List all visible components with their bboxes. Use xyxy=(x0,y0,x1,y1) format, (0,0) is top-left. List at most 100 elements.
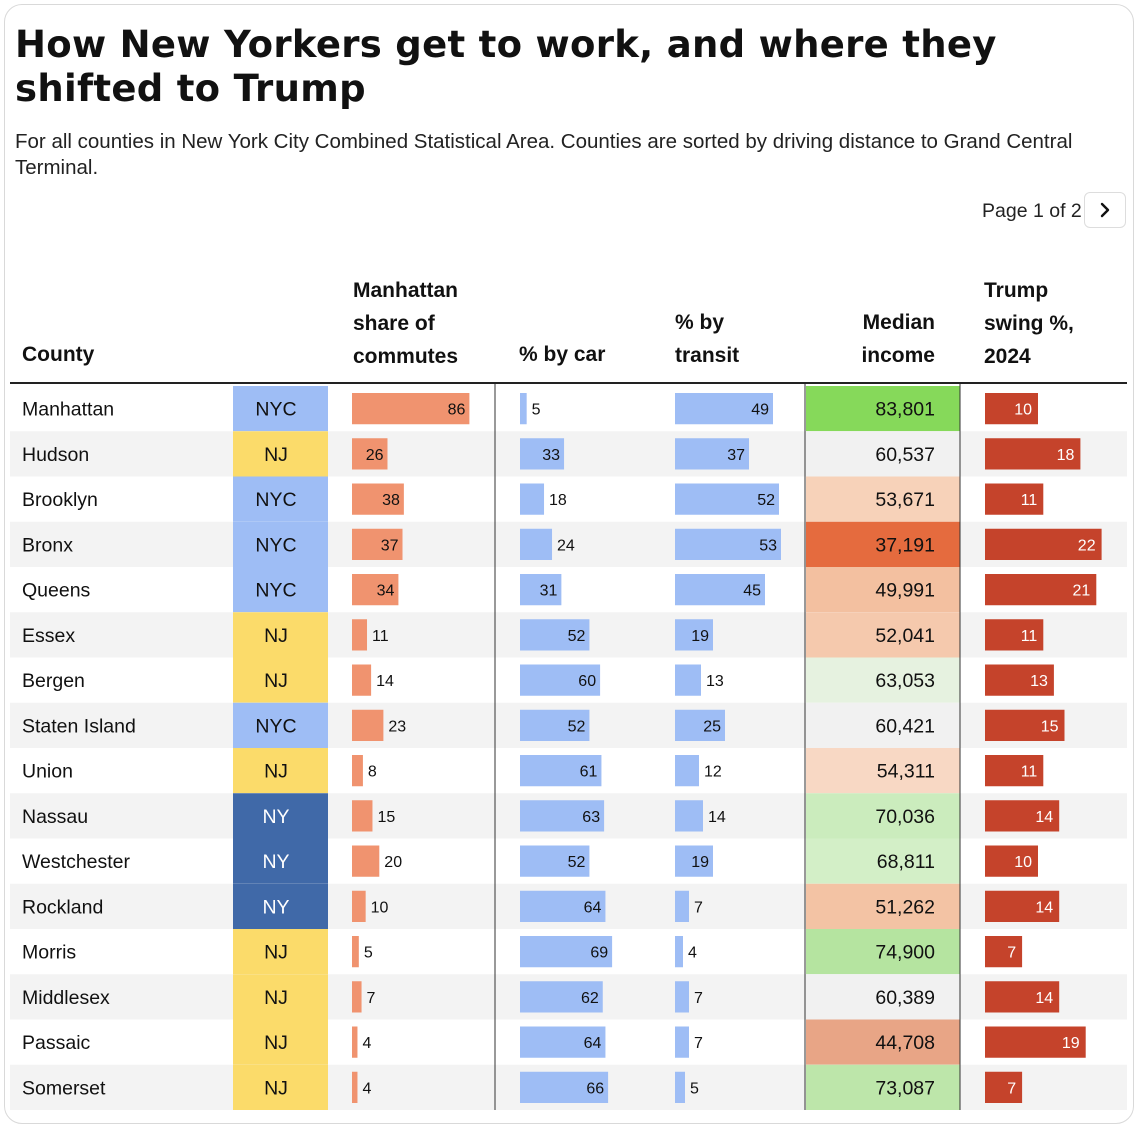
next-page-button[interactable] xyxy=(1084,192,1126,228)
income-cell xyxy=(806,431,960,477)
county-label: Hudson xyxy=(22,444,89,466)
manhattan-bar xyxy=(352,438,388,470)
swing-value-label: 19 xyxy=(1062,1035,1080,1052)
income-cell xyxy=(806,386,960,432)
income-value: 54,311 xyxy=(877,761,935,783)
transit-bar xyxy=(675,664,701,696)
transit-bar xyxy=(675,890,689,922)
transit-value-label: 7 xyxy=(694,899,703,916)
group-label: NYC xyxy=(255,489,296,511)
transit-bar xyxy=(675,845,713,877)
transit-value-label: 53 xyxy=(759,537,777,554)
manhattan-bar xyxy=(352,1026,358,1058)
car-bar xyxy=(520,709,590,741)
group-label: NY xyxy=(262,806,289,828)
swing-bar xyxy=(985,664,1054,696)
group-label: NJ xyxy=(264,1032,288,1054)
swing-bar xyxy=(985,619,1044,651)
manhattan-bar xyxy=(352,528,403,560)
swing-value-label: 21 xyxy=(1073,583,1091,600)
car-bar xyxy=(520,890,606,922)
swing-bar xyxy=(985,393,1038,425)
car-bar xyxy=(520,981,603,1013)
manhattan-bar xyxy=(352,664,372,696)
transit-value-label: 7 xyxy=(694,1035,703,1052)
manhattan-value-label: 34 xyxy=(377,583,395,600)
chart-subtitle: For all counties in New York City Combin… xyxy=(15,130,1073,179)
group-label: NJ xyxy=(264,444,288,466)
group-cell xyxy=(233,521,328,567)
group-cell xyxy=(233,386,328,432)
income-value: 44,708 xyxy=(875,1032,935,1054)
transit-value-label: 19 xyxy=(691,628,709,645)
group-cell xyxy=(233,974,328,1020)
income-value: 83,801 xyxy=(875,399,935,421)
manhattan-bar xyxy=(352,709,384,741)
income-cell xyxy=(806,974,960,1020)
group-label: NJ xyxy=(264,761,288,783)
income-cell xyxy=(806,1064,960,1110)
manhattan-value-label: 38 xyxy=(382,492,400,509)
swing-bar xyxy=(985,438,1081,470)
transit-bar xyxy=(675,528,781,560)
car-bar xyxy=(520,1071,609,1103)
income-value: 52,041 xyxy=(875,625,935,647)
car-bar xyxy=(520,574,562,606)
group-cell xyxy=(233,748,328,794)
transit-bar xyxy=(675,800,703,832)
manhattan-bar xyxy=(352,936,359,968)
swing-bar xyxy=(985,981,1060,1013)
car-bar xyxy=(520,483,545,515)
swing-bar xyxy=(985,528,1102,560)
group-cell xyxy=(233,476,328,522)
income-value: 74,900 xyxy=(875,942,935,964)
transit-value-label: 5 xyxy=(690,1080,699,1097)
manhattan-value-label: 23 xyxy=(388,718,406,735)
transit-bar xyxy=(675,574,765,606)
manhattan-value-label: 8 xyxy=(368,764,377,781)
car-value-label: 24 xyxy=(557,537,575,554)
income-value: 63,053 xyxy=(875,670,935,692)
swing-value-label: 18 xyxy=(1057,447,1075,464)
car-value-label: 63 xyxy=(582,809,600,826)
car-bar xyxy=(520,528,553,560)
car-value-label: 5 xyxy=(532,402,541,419)
car-bar xyxy=(520,438,565,470)
manhattan-value-label: 10 xyxy=(371,899,389,916)
transit-bar xyxy=(675,483,779,515)
car-bar xyxy=(520,393,527,425)
income-value: 68,811 xyxy=(877,851,935,873)
swing-value-label: 7 xyxy=(1007,945,1016,962)
car-bar xyxy=(520,936,613,968)
car-value-label: 64 xyxy=(584,1035,602,1052)
car-bar xyxy=(520,800,605,832)
transit-bar xyxy=(675,936,683,968)
manhattan-value-label: 26 xyxy=(366,447,384,464)
county-label: Queens xyxy=(22,580,91,602)
manhattan-value-label: 15 xyxy=(377,809,395,826)
transit-value-label: 13 xyxy=(706,673,724,690)
transit-value-label: 12 xyxy=(704,764,722,781)
income-value: 60,421 xyxy=(875,715,935,737)
swing-bar xyxy=(985,845,1038,877)
group-cell xyxy=(233,1019,328,1065)
income-value: 70,036 xyxy=(875,806,935,828)
county-label: Essex xyxy=(22,625,75,647)
income-cell xyxy=(806,838,960,884)
car-value-label: 62 xyxy=(581,990,599,1007)
group-label: NY xyxy=(262,851,289,873)
manhattan-bar xyxy=(352,845,380,877)
county-label: Rockland xyxy=(22,896,103,918)
group-label: NYC xyxy=(255,580,296,602)
swing-bar xyxy=(985,800,1060,832)
county-label: Bergen xyxy=(22,670,85,692)
transit-bar xyxy=(675,1026,689,1058)
car-bar xyxy=(520,1026,606,1058)
manhattan-bar xyxy=(352,619,368,651)
transit-bar xyxy=(675,755,699,787)
transit-value-label: 49 xyxy=(751,402,769,419)
car-value-label: 52 xyxy=(568,854,586,871)
income-value: 51,262 xyxy=(875,896,935,918)
county-label: Westchester xyxy=(22,851,131,873)
income-value: 53,671 xyxy=(875,489,935,511)
